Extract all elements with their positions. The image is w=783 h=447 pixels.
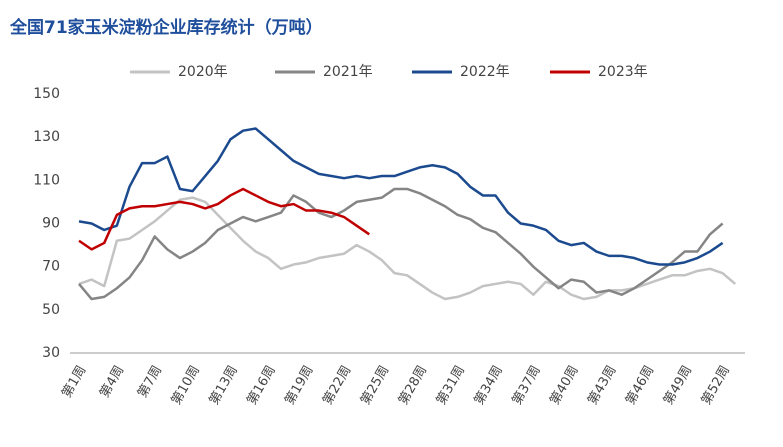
- x-tick-label: 第31周: [434, 363, 468, 407]
- x-tick-label: 第46周: [623, 363, 657, 407]
- x-tick-label: 第7周: [135, 363, 165, 400]
- legend-label: 2023年: [598, 64, 648, 80]
- series-line: [78, 127, 724, 266]
- y-tick-label: 30: [42, 345, 60, 361]
- legend-label: 2021年: [323, 64, 373, 80]
- x-tick-label: 第28周: [396, 363, 430, 407]
- series-line: [78, 187, 724, 301]
- x-tick-label: 第1周: [59, 363, 89, 400]
- x-tick-label: 第52周: [699, 363, 733, 407]
- x-tick-label: 第34周: [472, 363, 506, 407]
- legend-label: 2020年: [178, 64, 228, 80]
- x-tick-label: 第43周: [585, 363, 619, 407]
- x-tick-label: 第49周: [661, 363, 695, 407]
- y-tick-label: 50: [42, 302, 60, 318]
- x-tick-label: 第19周: [282, 363, 316, 407]
- x-tick-label: 第16周: [245, 363, 279, 407]
- x-tick-label: 第22周: [320, 363, 354, 407]
- y-tick-label: 70: [42, 259, 60, 275]
- x-tick-label: 第13周: [207, 363, 241, 407]
- x-tick-label: 第4周: [97, 363, 127, 400]
- x-tick-label: 第40周: [547, 363, 581, 407]
- x-tick-label: 第25周: [358, 363, 392, 407]
- series-line: [78, 187, 370, 251]
- x-tick-label: 第10周: [169, 363, 203, 407]
- y-tick-label: 130: [33, 129, 60, 145]
- y-tick-label: 90: [42, 216, 60, 232]
- x-tick-label: 第37周: [510, 363, 544, 407]
- series-line: [78, 196, 737, 301]
- y-tick-label: 110: [33, 172, 60, 188]
- y-tick-label: 150: [33, 86, 60, 102]
- chart-title: 全国71家玉米淀粉企业库存统计（万吨）: [9, 17, 323, 38]
- legend-label: 2022年: [460, 64, 510, 80]
